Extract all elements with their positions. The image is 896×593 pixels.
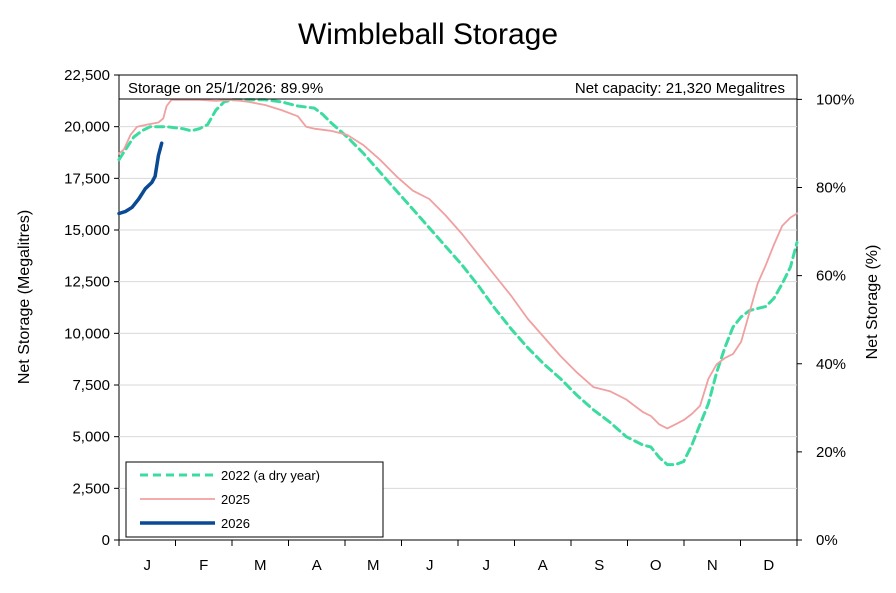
legend: 2022 (a dry year) 2025 2026	[125, 461, 384, 538]
x-tick-label: J	[483, 557, 491, 574]
y2-tick-label: 40%	[816, 356, 846, 373]
net-capacity-text: Net capacity: 21,320 Megalitres	[575, 80, 785, 97]
y-axis-right: 0% 20% 40% 60% 80% 100%	[797, 91, 854, 549]
x-tick-label: N	[707, 557, 718, 574]
x-tick-label: J	[426, 557, 434, 574]
x-tick-label: O	[650, 557, 662, 574]
y2-axis-title: Net Storage (%)	[864, 245, 881, 360]
legend-label-1: 2022 (a dry year)	[221, 468, 320, 483]
y-tick-label: 0	[102, 532, 110, 549]
x-tick-label: A	[312, 557, 322, 574]
storage-on-date-text: Storage on 25/1/2026: 89.9%	[128, 80, 323, 97]
series-line-2	[118, 98, 798, 430]
x-tick-label: M	[254, 557, 267, 574]
y2-tick-label: 80%	[816, 180, 846, 197]
legend-label-2: 2025	[221, 492, 250, 507]
y-tick-label: 22,500	[64, 67, 110, 84]
y2-tick-label: 100%	[816, 91, 854, 108]
x-tick-label: D	[763, 557, 774, 574]
y-tick-label: 5,000	[72, 429, 110, 446]
y2-tick-label: 0%	[816, 532, 838, 549]
y2-tick-label: 60%	[816, 268, 846, 285]
series-line-3	[117, 141, 164, 216]
y-tick-label: 10,000	[64, 325, 110, 342]
x-tick-label: S	[594, 557, 604, 574]
y-tick-label: 20,000	[64, 119, 110, 136]
x-tick-label: M	[367, 557, 380, 574]
y-tick-label: 12,500	[64, 274, 110, 291]
y-tick-label: 15,000	[64, 222, 110, 239]
x-tick-label: A	[538, 557, 548, 574]
series-line-1	[117, 98, 799, 467]
chart-title: Wimbleball Storage	[298, 18, 558, 51]
y-axis-left: 0 2,500 5,000 7,500 10,000 12,500 15,000 17,500…	[64, 67, 119, 549]
x-tick-label: J	[144, 557, 152, 574]
legend-label-3: 2026	[221, 516, 250, 531]
x-tick-label: F	[199, 557, 208, 574]
y-tick-label: 17,500	[64, 170, 110, 187]
series-lines	[117, 98, 799, 467]
y-tick-label: 7,500	[72, 377, 110, 394]
y2-tick-label: 20%	[816, 444, 846, 461]
y-tick-label: 2,500	[72, 480, 110, 497]
y-axis-title: Net Storage (Megalitres)	[16, 210, 33, 384]
